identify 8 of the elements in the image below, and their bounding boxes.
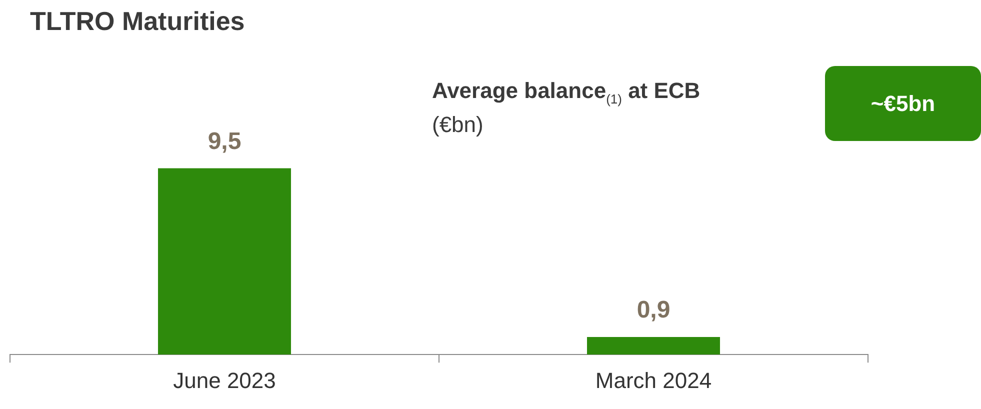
text: (€bn) xyxy=(432,112,484,138)
data-label: 9,5 xyxy=(208,128,242,155)
x-tick-label: June 2023 xyxy=(173,368,276,393)
text: Average balance$_{(1)}$ at ECB xyxy=(432,78,700,106)
chart-title: TLTRO Maturities xyxy=(30,6,245,37)
data-label: 0,9 xyxy=(636,296,670,324)
rounded-box: ~€5bn xyxy=(825,66,981,141)
x-tick-label: March 2024 xyxy=(595,368,712,393)
